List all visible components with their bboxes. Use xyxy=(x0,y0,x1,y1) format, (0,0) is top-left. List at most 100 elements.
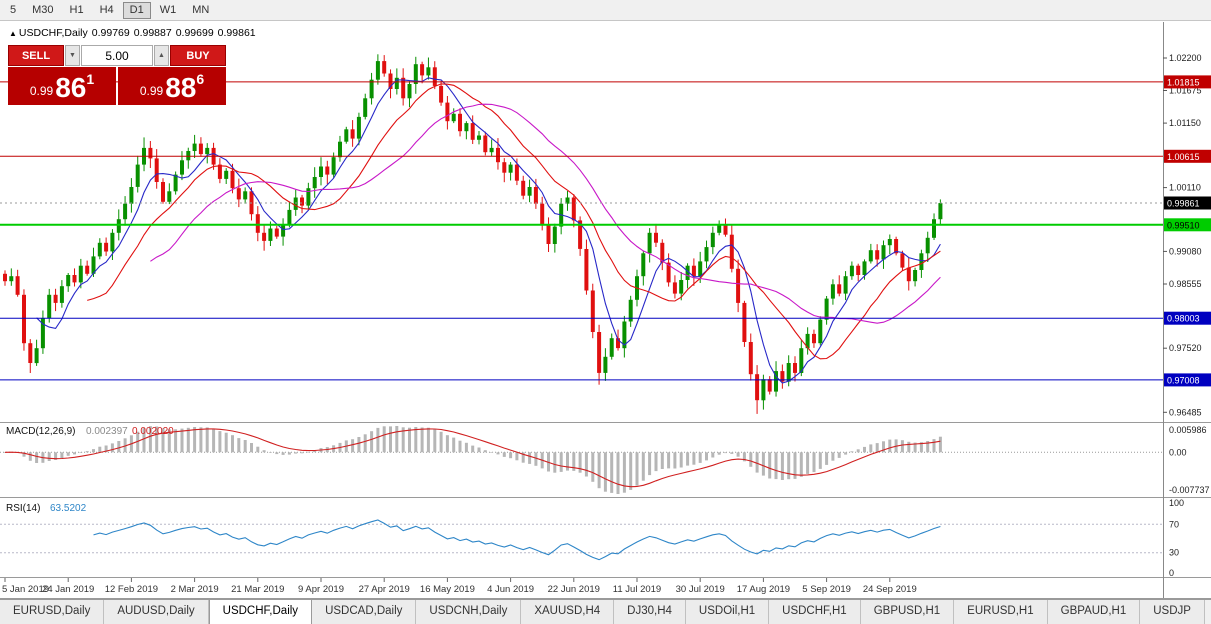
trade-price-row: 0.99 86 1 0.99 88 6 xyxy=(8,67,226,105)
sell-price-big: 86 xyxy=(55,72,87,103)
buy-price-prefix: 0.99 xyxy=(139,84,164,98)
volume-increase-button[interactable]: ▲ xyxy=(154,45,169,66)
svg-text:0.96485: 0.96485 xyxy=(1169,407,1202,417)
chart-tab-USDCAD-Daily[interactable]: USDCAD,Daily xyxy=(312,600,417,624)
timeframe-D1[interactable]: D1 xyxy=(122,1,151,19)
svg-text:27 Apr 2019: 27 Apr 2019 xyxy=(359,584,410,595)
ma-14-line xyxy=(87,83,941,360)
svg-text:0.99861: 0.99861 xyxy=(1167,199,1200,209)
chart-tab-XAUUSD-H4[interactable]: XAUUSD,H4 xyxy=(521,600,615,624)
svg-text:17 Aug 2019: 17 Aug 2019 xyxy=(737,584,790,595)
chart-tab-GBPUSD-H1[interactable]: GBPUSD,H1 xyxy=(860,600,955,624)
svg-text:0.99080: 0.99080 xyxy=(1169,246,1202,256)
sell-price-box[interactable]: 0.99 86 1 xyxy=(8,67,116,105)
macd-signal-line xyxy=(4,428,941,488)
chart-tab-AUDUSD-Daily[interactable]: AUDUSD,Daily xyxy=(104,600,209,624)
price-tag-0.97008 xyxy=(1164,373,1211,387)
svg-text:0.002397: 0.002397 xyxy=(86,426,128,437)
rsi-line xyxy=(93,519,941,561)
svg-text:1.01815: 1.01815 xyxy=(1167,77,1200,87)
timeframe-H1[interactable]: H1 xyxy=(63,2,91,19)
chart-tab-USDJP[interactable]: USDJP xyxy=(1140,600,1205,624)
svg-text:63.5202: 63.5202 xyxy=(50,503,87,514)
svg-text:24 Sep 2019: 24 Sep 2019 xyxy=(863,584,917,595)
buy-button[interactable]: BUY xyxy=(170,45,226,66)
chart-tab-GBPAUD-H1[interactable]: GBPAUD,H1 xyxy=(1047,600,1141,624)
svg-text:-0.007737: -0.007737 xyxy=(1169,485,1210,495)
ma-6-line xyxy=(36,77,941,384)
chart-tab-USDCHF-Daily[interactable]: USDCHF,Daily xyxy=(208,600,313,624)
svg-text:30 Jul 2019: 30 Jul 2019 xyxy=(676,584,725,595)
chart-tab-EURUSD-H1[interactable]: EURUSD,H1 xyxy=(954,600,1048,624)
svg-text:24 Jan 2019: 24 Jan 2019 xyxy=(42,584,94,595)
svg-text:2 Mar 2019: 2 Mar 2019 xyxy=(171,584,219,595)
svg-text:0.98003: 0.98003 xyxy=(1167,314,1200,324)
volume-decrease-button[interactable]: ▼ xyxy=(65,45,80,66)
chart-title: ▲ USDCHF,Daily 0.99769 0.99887 0.99699 0.9986… xyxy=(9,27,260,39)
timeframe-toolbar: 5 M30 H1 H4 D1 W1 MN xyxy=(0,0,1211,21)
main-price-panel xyxy=(0,54,1163,414)
timeframe-M30[interactable]: M30 xyxy=(25,2,60,19)
chart-tab-USDCNH-Daily[interactable]: USDCNH,Daily xyxy=(416,600,522,624)
buy-price-sup: 6 xyxy=(196,71,205,87)
volume-input[interactable] xyxy=(81,45,153,66)
svg-text:1.01675: 1.01675 xyxy=(1169,86,1202,96)
current-price-tag xyxy=(1164,196,1211,210)
svg-text:1.01150: 1.01150 xyxy=(1169,118,1201,128)
timeframe-MN[interactable]: MN xyxy=(185,2,216,19)
svg-text:RSI(14): RSI(14) xyxy=(6,503,40,514)
svg-text:1.00615: 1.00615 xyxy=(1167,152,1200,162)
price-tag-0.98003 xyxy=(1164,311,1211,325)
chart-tab-USDCHF-H1[interactable]: USDCHF,H1 xyxy=(769,600,861,624)
chart-tab-bar: EURUSD,Daily AUDUSD,Daily USDCHF,Daily USDC… xyxy=(0,599,1211,624)
timeframe-W1[interactable]: W1 xyxy=(153,2,184,19)
svg-text:9 Apr 2019: 9 Apr 2019 xyxy=(298,584,344,595)
svg-text:MACD(12,26,9): MACD(12,26,9) xyxy=(6,426,75,437)
rsi-panel: RSI(14) 63.5202 xyxy=(0,503,1163,561)
macd-panel: MACD(12,26,9) 0.002397 0.002020 xyxy=(0,426,1163,494)
ohlc-open: 0.99769 xyxy=(91,27,130,39)
sell-price-sup: 1 xyxy=(86,71,95,87)
svg-text:0.97008: 0.97008 xyxy=(1167,375,1200,385)
svg-text:0: 0 xyxy=(1169,568,1174,578)
price-tag-1.00615 xyxy=(1164,149,1211,163)
svg-text:4 Jun 2019: 4 Jun 2019 xyxy=(487,584,534,595)
ohlc-low: 0.99699 xyxy=(175,27,214,39)
sell-price-prefix: 0.99 xyxy=(29,84,54,98)
price-tag-0.99510 xyxy=(1164,218,1211,232)
price-tag-1.01815 xyxy=(1164,75,1211,89)
ohlc-high: 0.99887 xyxy=(133,27,172,39)
svg-text:5 Jan 2019: 5 Jan 2019 xyxy=(2,584,49,595)
svg-text:0.00: 0.00 xyxy=(1169,447,1187,457)
timeframe-5[interactable]: 5 xyxy=(3,2,23,19)
chart-tab-DJ30-H4[interactable]: DJ30,H4 xyxy=(614,600,686,624)
svg-text:12 Feb 2019: 12 Feb 2019 xyxy=(105,584,158,595)
svg-text:70: 70 xyxy=(1169,519,1179,529)
timeframe-H4[interactable]: H4 xyxy=(93,2,121,19)
buy-price-box[interactable]: 0.99 88 6 xyxy=(118,67,226,105)
svg-text:16 May 2019: 16 May 2019 xyxy=(420,584,475,595)
svg-text:100: 100 xyxy=(1169,498,1184,508)
svg-text:0.99510: 0.99510 xyxy=(1167,220,1200,230)
svg-text:0.97520: 0.97520 xyxy=(1169,343,1202,353)
collapse-icon[interactable]: ▲ xyxy=(9,29,17,38)
buy-price-big: 88 xyxy=(165,72,197,103)
ohlc-close: 0.99861 xyxy=(217,27,256,39)
svg-text:30: 30 xyxy=(1169,548,1179,558)
trade-controls-row: SELL ▼ ▲ BUY xyxy=(8,45,226,66)
sell-button[interactable]: SELL xyxy=(8,45,64,66)
chart-tab-EURUSD-Daily[interactable]: EURUSD,Daily xyxy=(0,600,105,624)
svg-text:22 Jun 2019: 22 Jun 2019 xyxy=(548,584,600,595)
svg-text:5 Sep 2019: 5 Sep 2019 xyxy=(802,584,851,595)
svg-text:0.002020: 0.002020 xyxy=(132,426,174,437)
ma-24-line xyxy=(150,103,941,324)
svg-text:1.00110: 1.00110 xyxy=(1169,183,1201,193)
svg-text:0.98555: 0.98555 xyxy=(1169,279,1202,289)
chart-tab-USDOil-H1[interactable]: USDOil,H1 xyxy=(685,600,770,624)
svg-text:1.02200: 1.02200 xyxy=(1169,53,1202,63)
svg-text:0.005986: 0.005986 xyxy=(1169,425,1207,435)
